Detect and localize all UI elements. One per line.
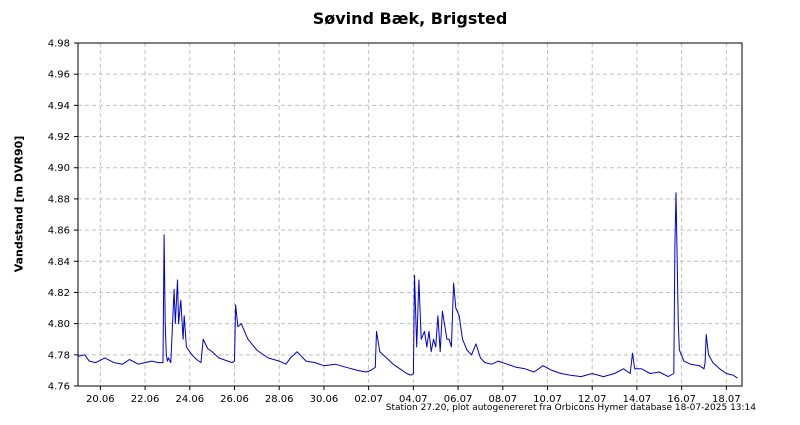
grid-lines: [78, 43, 742, 386]
x-tick-label: 24.06: [175, 394, 204, 405]
y-axis-ticks: 4.76 4.78 4.80 4.82 4.84 4.86 4.88 4.90 4.92 4.94…: [48, 39, 78, 393]
x-tick-label: 06.07: [444, 394, 473, 405]
x-tick-label: 10.07: [533, 394, 562, 405]
y-tick-label: 4.98: [48, 39, 70, 50]
series-line: [77, 192, 738, 379]
x-tick-label: 02.07: [354, 394, 383, 405]
x-tick-label: 30.06: [310, 394, 339, 405]
chart-title: Søvind Bæk, Brigsted: [312, 9, 508, 28]
x-tick-label: 18.07: [712, 394, 741, 405]
y-tick-label: 4.88: [48, 194, 70, 205]
x-tick-label: 04.07: [399, 394, 428, 405]
y-tick-label: 4.94: [48, 101, 70, 112]
plot-frame: [77, 42, 743, 387]
y-tick-label: 4.92: [48, 132, 70, 143]
x-tick-label: 26.06: [220, 394, 249, 405]
x-tick-label: 12.07: [578, 394, 607, 405]
x-tick-label: 16.07: [667, 394, 696, 405]
y-tick-label: 4.84: [48, 257, 70, 268]
x-tick-label: 22.06: [131, 394, 160, 405]
x-axis-ticks: 20.06 22.06 24.06 26.06 28.06 30.06 02.07 04.07…: [86, 386, 741, 405]
y-tick-label: 4.82: [48, 288, 70, 299]
y-tick-label: 4.86: [48, 226, 70, 237]
footer-note: Station 27.20, plot autogenereret fra Or…: [385, 403, 756, 413]
y-tick-label: 4.80: [48, 319, 70, 330]
series-layer: [77, 192, 738, 379]
x-tick-label: 14.07: [623, 394, 652, 405]
y-tick-label: 4.78: [48, 350, 70, 361]
x-tick-label: 28.06: [265, 394, 294, 405]
x-tick-label: 20.06: [86, 394, 115, 405]
y-tick-label: 4.96: [48, 70, 70, 81]
y-tick-label: 4.76: [48, 382, 70, 393]
y-tick-label: 4.90: [48, 163, 70, 174]
x-tick-label: 08.07: [488, 394, 517, 405]
